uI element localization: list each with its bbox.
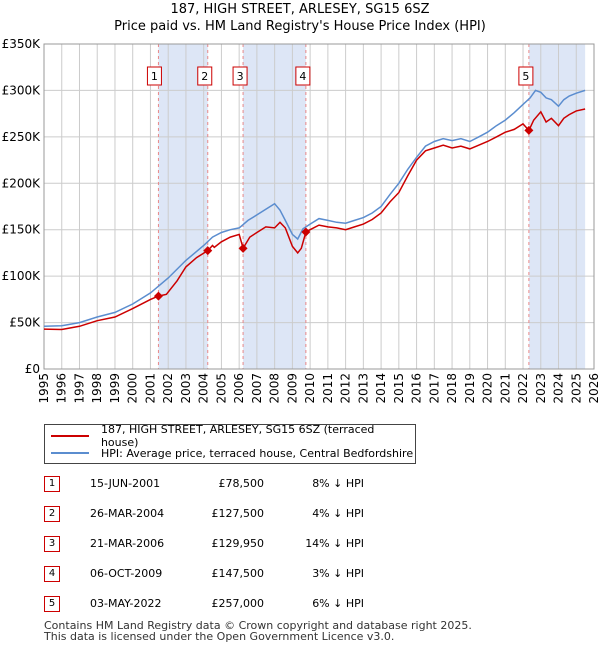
- x-tick-label: 2005: [214, 373, 228, 404]
- x-tick-label: 2014: [374, 373, 388, 404]
- x-tick-label: 2023: [534, 373, 548, 404]
- y-tick-label: £250K: [2, 130, 42, 144]
- x-tick-label: 2015: [392, 373, 406, 404]
- sale-label: 5: [522, 70, 529, 83]
- sale-label: 4: [299, 70, 306, 83]
- legend-label-price: 187, HIGH STREET, ARLESEY, SG15 6SZ (ter…: [100, 423, 375, 449]
- sale-point: [153, 291, 163, 301]
- sale-date: 21-MAR-2006: [90, 537, 165, 550]
- x-tick-label: 1997: [72, 373, 86, 404]
- x-tick-label: 2002: [161, 373, 175, 404]
- x-tick-label: 2024: [552, 373, 566, 404]
- legend-item-price: 187, HIGH STREET, ARLESEY, SG15 6SZ (ter…: [51, 423, 415, 449]
- x-tick-label: 2009: [285, 373, 299, 404]
- x-tick-label: 2007: [250, 373, 264, 404]
- x-tick-label: 2018: [445, 373, 459, 404]
- price-chart: £0 £50K £100K £150K £200K £250K £300K £350K 1995…: [2, 37, 600, 404]
- sale-hpi-diff: 8% ↓ HPI: [312, 477, 364, 490]
- y-tick-label: £0: [25, 362, 40, 376]
- x-tick-label: 1995: [37, 373, 51, 404]
- legend-swatch-price: [51, 435, 89, 437]
- sale-date: 15-JUN-2001: [90, 477, 161, 490]
- chart-title: 187, HIGH STREET, ARLESEY, SG15 6SZ: [170, 2, 430, 17]
- table-row: 3 21-MAR-2006 £129,950 14% ↓ HPI: [44, 536, 384, 552]
- x-tick-label: 2013: [356, 373, 370, 404]
- x-tick-label: 1996: [55, 373, 69, 404]
- sale-date: 26-MAR-2004: [90, 507, 165, 520]
- legend-swatch-hpi: [51, 452, 89, 454]
- shaded-period: [158, 44, 208, 369]
- x-tick-label: 2025: [569, 373, 583, 404]
- table-row: 4 06-OCT-2009 £147,500 3% ↓ HPI: [44, 566, 384, 582]
- footer-copyright: Contains HM Land Registry data © Crown c…: [44, 619, 472, 632]
- sale-label: 1: [151, 70, 158, 83]
- x-tick-label: 2022: [516, 373, 530, 404]
- y-tick-label: £150K: [2, 223, 42, 237]
- x-tick-label: 2008: [268, 373, 282, 404]
- x-tick-label: 2016: [410, 373, 424, 404]
- sale-number-badge: 4: [44, 566, 60, 582]
- y-tick-label: £50K: [9, 316, 41, 330]
- x-tick-label: 2003: [179, 373, 193, 404]
- sale-hpi-diff: 6% ↓ HPI: [312, 597, 364, 610]
- footer-licence: This data is licensed under the Open Gov…: [44, 630, 395, 643]
- table-row: 2 26-MAR-2004 £127,500 4% ↓ HPI: [44, 506, 384, 522]
- x-tick-label: 2000: [126, 373, 140, 404]
- sale-date: 06-OCT-2009: [90, 567, 163, 580]
- x-tick-label: 2010: [303, 373, 317, 404]
- x-tick-label: 2011: [321, 373, 335, 404]
- sale-date: 03-MAY-2022: [90, 597, 162, 610]
- sale-number-badge: 2: [44, 506, 60, 522]
- plot-border: [43, 43, 595, 370]
- x-tick-label: 1999: [108, 373, 122, 404]
- sale-point: [524, 125, 534, 135]
- sale-point: [238, 243, 248, 253]
- x-tick-label: 2020: [481, 373, 495, 404]
- price-series-line: [43, 108, 586, 331]
- x-tick-label: 2004: [197, 373, 211, 404]
- sale-label-box: [518, 66, 534, 86]
- table-row: 5 03-MAY-2022 £257,000 6% ↓ HPI: [44, 596, 384, 612]
- legend: 187, HIGH STREET, ARLESEY, SG15 6SZ (ter…: [44, 423, 416, 464]
- hpi-series-line: [43, 89, 586, 328]
- sale-label: 3: [237, 70, 244, 83]
- y-tick-label: £300K: [2, 83, 42, 97]
- sale-label-box: [295, 66, 311, 86]
- y-tick-label: £200K: [2, 176, 42, 190]
- chart-subtitle: Price paid vs. HM Land Registry's House …: [114, 19, 486, 34]
- sale-hpi-diff: 4% ↓ HPI: [312, 507, 364, 520]
- x-tick-label: 2019: [463, 373, 477, 404]
- sale-label-box: [232, 66, 248, 86]
- sale-price: £127,500: [211, 507, 265, 520]
- sale-price: £129,950: [211, 537, 265, 550]
- sale-price: £257,000: [211, 597, 265, 610]
- y-tick-label: £350K: [2, 37, 42, 51]
- plot-area: [44, 44, 594, 369]
- sale-point: [301, 227, 311, 237]
- sale-label: 2: [201, 70, 208, 83]
- x-tick-label: 2026: [587, 373, 600, 404]
- sale-hpi-diff: 3% ↓ HPI: [312, 567, 364, 580]
- x-tick-label: 2006: [232, 373, 246, 404]
- y-tick-label: £100K: [2, 269, 42, 283]
- legend-label-hpi: HPI: Average price, terraced house, Cent…: [101, 446, 414, 460]
- legend-item-hpi: HPI: Average price, terraced house, Cent…: [51, 445, 413, 461]
- x-tick-label: 2021: [498, 373, 512, 404]
- table-row: 1 15-JUN-2001 £78,500 8% ↓ HPI: [44, 476, 384, 492]
- sale-price: £147,500: [211, 567, 265, 580]
- x-tick-label: 2017: [427, 373, 441, 404]
- sale-number-badge: 1: [44, 476, 60, 492]
- x-tick-label: 1998: [90, 373, 104, 404]
- sale-hpi-diff: 14% ↓ HPI: [305, 537, 364, 550]
- sale-number-badge: 5: [44, 596, 60, 612]
- sale-label-box: [197, 66, 213, 86]
- sale-price: £78,500: [218, 477, 265, 490]
- sale-label-box: [146, 66, 162, 86]
- shaded-period: [528, 44, 586, 369]
- footer: Contains HM Land Registry data © Crown c…: [44, 620, 472, 642]
- sale-number-badge: 3: [44, 536, 60, 552]
- x-tick-label: 2001: [143, 373, 157, 404]
- x-tick-label: 2012: [339, 373, 353, 404]
- sale-point: [203, 246, 213, 256]
